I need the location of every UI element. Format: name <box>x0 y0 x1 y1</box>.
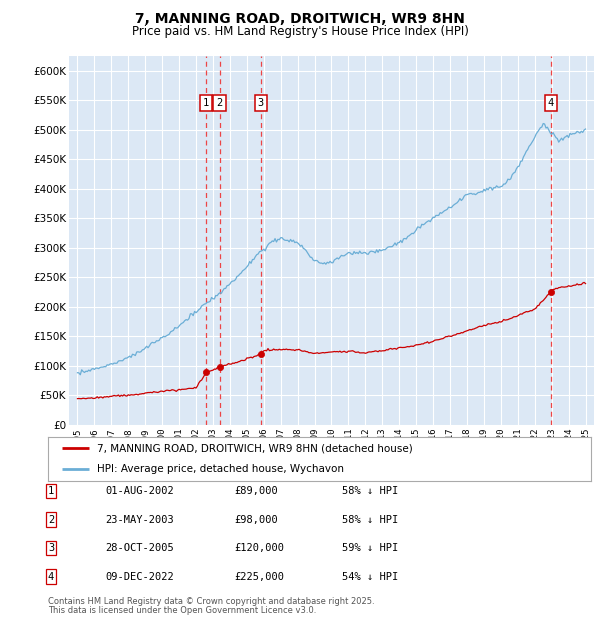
Text: 7, MANNING ROAD, DROITWICH, WR9 8HN: 7, MANNING ROAD, DROITWICH, WR9 8HN <box>135 12 465 27</box>
Text: HPI: Average price, detached house, Wychavon: HPI: Average price, detached house, Wych… <box>97 464 344 474</box>
Text: Contains HM Land Registry data © Crown copyright and database right 2025.: Contains HM Land Registry data © Crown c… <box>48 597 374 606</box>
Text: 4: 4 <box>48 572 54 582</box>
Text: 59% ↓ HPI: 59% ↓ HPI <box>342 543 398 553</box>
Text: £98,000: £98,000 <box>234 515 278 525</box>
Text: 01-AUG-2002: 01-AUG-2002 <box>105 486 174 496</box>
Text: £225,000: £225,000 <box>234 572 284 582</box>
Text: 23-MAY-2003: 23-MAY-2003 <box>105 515 174 525</box>
Text: 4: 4 <box>547 98 554 108</box>
Text: 58% ↓ HPI: 58% ↓ HPI <box>342 486 398 496</box>
Text: 09-DEC-2022: 09-DEC-2022 <box>105 572 174 582</box>
Text: 3: 3 <box>48 543 54 553</box>
Text: 1: 1 <box>203 98 209 108</box>
Text: £120,000: £120,000 <box>234 543 284 553</box>
Text: This data is licensed under the Open Government Licence v3.0.: This data is licensed under the Open Gov… <box>48 606 316 615</box>
Text: 7, MANNING ROAD, DROITWICH, WR9 8HN (detached house): 7, MANNING ROAD, DROITWICH, WR9 8HN (det… <box>97 443 413 453</box>
Text: 58% ↓ HPI: 58% ↓ HPI <box>342 515 398 525</box>
Text: 28-OCT-2005: 28-OCT-2005 <box>105 543 174 553</box>
Text: 54% ↓ HPI: 54% ↓ HPI <box>342 572 398 582</box>
Text: £89,000: £89,000 <box>234 486 278 496</box>
Text: 3: 3 <box>257 98 264 108</box>
Text: 2: 2 <box>48 515 54 525</box>
Text: 1: 1 <box>48 486 54 496</box>
Text: Price paid vs. HM Land Registry's House Price Index (HPI): Price paid vs. HM Land Registry's House … <box>131 25 469 38</box>
Text: 2: 2 <box>217 98 223 108</box>
